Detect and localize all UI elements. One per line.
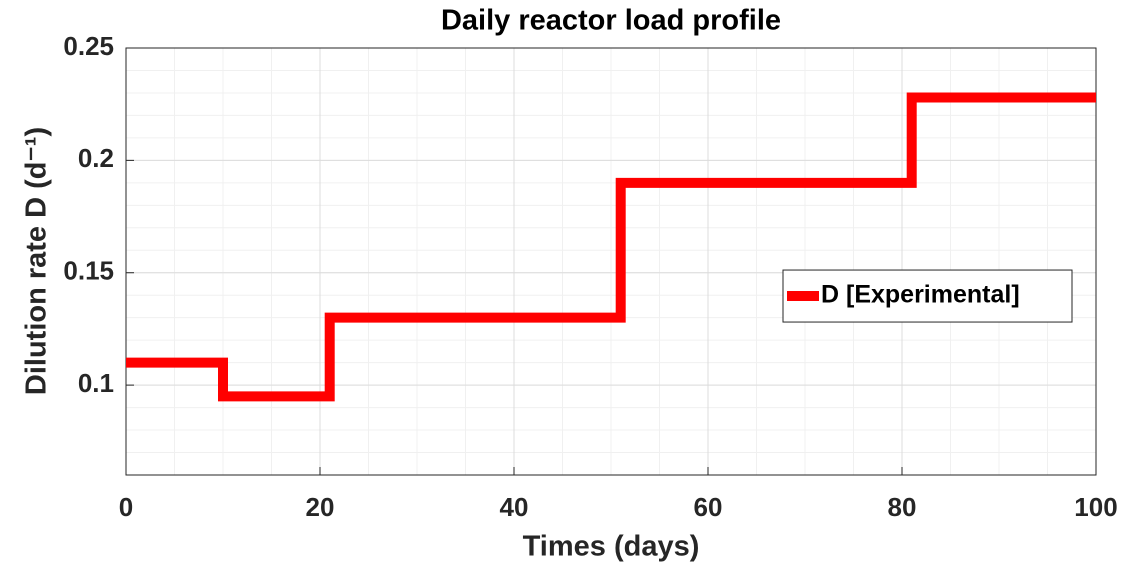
x-tick-label: 100 — [1074, 492, 1117, 522]
legend-label: D [Experimental] — [821, 281, 1020, 309]
x-tick-label: 40 — [500, 492, 529, 522]
legend: D [Experimental] — [782, 269, 1073, 323]
x-tick-label: 80 — [888, 492, 917, 522]
legend-box — [782, 269, 1073, 323]
axes-box — [125, 47, 1097, 476]
chart-title: Daily reactor load profile — [441, 5, 781, 37]
y-axis-label: Dilution rate D (d⁻¹) — [21, 127, 53, 395]
x-tick-label: 20 — [306, 492, 335, 522]
y-tick-label: 0.2 — [78, 143, 114, 173]
y-tick-label: 0.1 — [78, 368, 114, 398]
x-tick-label: 60 — [694, 492, 723, 522]
y-tick-label: 0.15 — [63, 256, 114, 286]
x-tick-label: 0 — [119, 492, 133, 522]
data-line — [126, 92, 1096, 402]
x-axis-label: Times (days) — [523, 531, 700, 563]
y-tick-label: 0.25 — [63, 31, 114, 61]
